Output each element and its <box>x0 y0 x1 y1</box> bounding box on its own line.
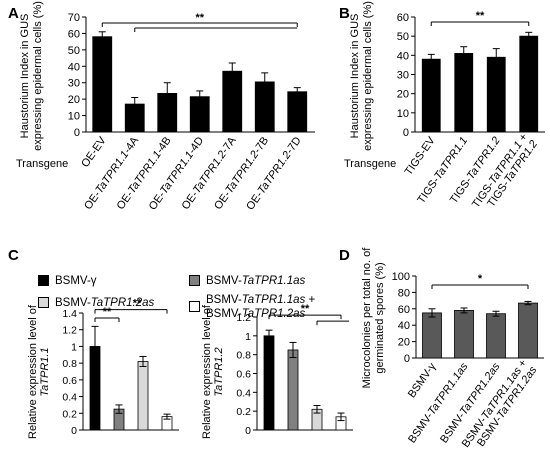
bar <box>486 56 506 133</box>
legend-label: BSMV-γ <box>55 275 97 287</box>
y-tick-label: 0.2 <box>62 408 77 420</box>
panel-letter: C <box>8 247 19 264</box>
y-tick-label: 0 <box>245 425 251 437</box>
y-tick-label: 60 <box>68 28 80 40</box>
y-tick-label: 20 <box>68 94 80 106</box>
y-tick-label: 20 <box>398 337 410 349</box>
y-tick-label: 0 <box>404 353 410 365</box>
y-tick-label: 40 <box>68 61 80 73</box>
x-tick-label: TIGS-EV <box>403 134 438 177</box>
y-tick-label: 0.8 <box>62 358 77 370</box>
legend-item-combined: BSMV-TaTPR1.1as + BSMV-TaTPR1.2as <box>189 293 315 321</box>
y-axis-label: Haustorium Index in GUS expressing epider… <box>349 1 374 151</box>
y-tick-label: 1.2 <box>236 312 251 324</box>
legend-swatch <box>189 275 200 286</box>
y-tick-label: 0.2 <box>236 406 251 418</box>
y-axis-label: Relative expression level of TaTPR1.2 <box>201 304 225 439</box>
significance-label: ** <box>301 303 310 315</box>
legend-item-bsmv-gamma: BSMV-γ <box>38 274 97 288</box>
significance-label: ** <box>476 10 485 22</box>
bar <box>222 70 243 133</box>
bar <box>137 361 149 431</box>
y-tick-label: 0.6 <box>236 369 251 381</box>
x-tick-label-line: BSMV-γ <box>406 360 439 400</box>
y-axis-label-line: Haustorium Index in GUS <box>19 14 31 139</box>
x-tick-label-line: OE-EV <box>79 134 109 169</box>
y-tick-label: 0.4 <box>236 387 251 399</box>
y-tick-label: 1 <box>245 331 251 343</box>
x-tick-label: OE-EV <box>79 134 109 169</box>
bar <box>454 310 474 359</box>
y-tick-label: 1.2 <box>62 325 77 337</box>
y-axis-label: Haustorium Index in GUS expressing epider… <box>19 1 44 151</box>
legend-swatch <box>38 275 49 286</box>
y-tick-label: 20 <box>397 89 409 101</box>
x-tick-label-line: BSMV-TaTPR1.1as <box>406 360 471 445</box>
bar <box>263 335 275 431</box>
bar <box>287 91 308 133</box>
legend-item-tatpr1-2as: BSMV-TaTPR1.2as <box>38 296 154 310</box>
row-label: Transgene <box>16 158 68 170</box>
y-tick-label: 0 <box>74 127 80 139</box>
row-label: Transgene <box>344 158 396 170</box>
bar <box>287 349 299 431</box>
bar <box>518 302 538 359</box>
significance-label: ** <box>195 12 204 24</box>
y-tick-label: 0.6 <box>62 375 77 387</box>
y-tick-label: 30 <box>397 70 409 82</box>
y-tick-label: 0.8 <box>236 350 251 362</box>
y-tick-label: 60 <box>397 12 409 24</box>
y-axis-label-line: expressing epidermal cells (%) <box>362 1 374 151</box>
y-tick-label: 1 <box>71 341 77 353</box>
panel-letter: D <box>339 247 350 264</box>
x-tick-label: BSMV-γ <box>406 360 439 400</box>
y-tick-label: 60 <box>398 304 410 316</box>
y-axis-label: Microcolonies per total no. of germinated… <box>361 247 386 389</box>
y-tick-label: 0.4 <box>62 392 77 404</box>
y-tick-label: 10 <box>397 108 409 120</box>
bar <box>92 36 113 133</box>
y-tick-label: 80 <box>398 287 410 299</box>
significance-label: * <box>478 273 483 285</box>
x-tick-label: TIGS-TaTPR1.1 +TIGS-TaTPR1.2 <box>470 131 540 210</box>
legend-item-tatpr1-1as: BSMV-TaTPR1.1as <box>189 274 305 288</box>
bar <box>422 312 442 359</box>
significance-label: ** <box>133 298 142 310</box>
y-tick-label: 30 <box>68 78 80 90</box>
bar <box>421 58 441 133</box>
y-axis-label-line: TaTPR1.2 <box>213 347 225 396</box>
bar <box>486 313 506 359</box>
y-axis-label-line: Microcolonies per total no. of <box>361 247 373 389</box>
bar <box>454 53 474 133</box>
y-axis-label-line: Haustorium Index in GUS <box>349 14 361 139</box>
y-tick-label: 40 <box>397 50 409 62</box>
y-axis-label-line: TaTPR1.1 <box>39 347 51 396</box>
y-tick-label: 0 <box>403 127 409 139</box>
y-tick-label: 100 <box>392 271 410 283</box>
y-tick-label: 50 <box>68 45 80 57</box>
y-tick-label: 50 <box>397 31 409 43</box>
y-tick-label: 70 <box>68 12 80 24</box>
x-tick-label: BSMV-TaTPR1.1as <box>406 360 471 445</box>
y-axis-label-line: expressing epidermal cells (%) <box>32 1 44 151</box>
bar <box>519 35 539 133</box>
y-axis-label-line: germinated spores (%) <box>374 262 386 373</box>
legend-swatch <box>38 297 49 308</box>
y-tick-label: 0 <box>71 425 77 437</box>
legend-label: BSMV-TaTPR1.2as <box>55 297 155 309</box>
y-axis-label-line: Relative expression level of <box>201 304 213 439</box>
y-tick-label: 10 <box>68 111 80 123</box>
legend-label: BSMV-TaTPR1.1as + BSMV-TaTPR1.2as <box>206 294 316 320</box>
legend-label: BSMV-TaTPR1.1as <box>206 275 306 287</box>
significance-label: ** <box>103 306 112 318</box>
legend-swatch <box>189 301 200 312</box>
y-tick-label: 1.4 <box>62 308 77 320</box>
y-tick-label: 40 <box>398 320 410 332</box>
panel-letter: A <box>8 5 19 22</box>
y-axis-label: Relative expression level of TaTPR1.1 <box>27 304 51 439</box>
y-axis-label-line: Relative expression level of <box>27 304 39 439</box>
panel-letter: B <box>339 5 350 22</box>
x-tick-label-line: TIGS-EV <box>403 134 438 177</box>
